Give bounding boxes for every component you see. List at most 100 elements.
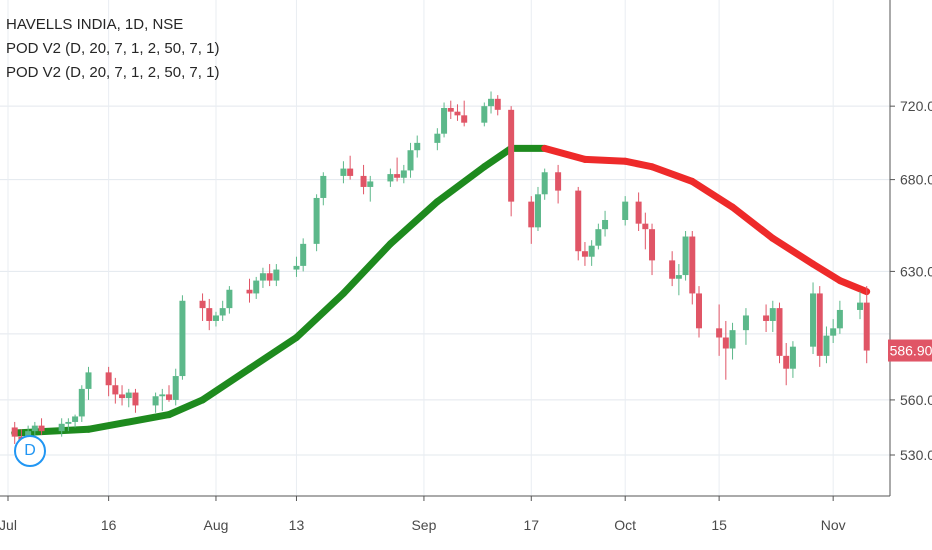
candle-body	[729, 330, 736, 349]
candle	[836, 300, 843, 334]
candle	[125, 388, 132, 408]
candle-body	[769, 308, 776, 321]
candle	[461, 100, 468, 127]
candle-body	[253, 280, 260, 294]
candle-body	[273, 269, 280, 281]
indicator-label-1[interactable]: POD V2 (D, 20, 7, 1, 2, 50, 7, 1)	[6, 40, 220, 57]
candle-body	[219, 308, 226, 316]
candle-body	[595, 229, 602, 246]
candle	[863, 286, 870, 364]
candle	[769, 300, 776, 332]
candle	[300, 238, 307, 272]
y-tick-label: 720.00	[900, 98, 932, 114]
candle-body	[72, 416, 79, 422]
candle-body	[112, 385, 119, 395]
candle-body	[776, 308, 783, 356]
candle-body	[58, 423, 65, 432]
candle	[488, 91, 495, 114]
candle	[434, 128, 441, 151]
candle	[219, 300, 226, 321]
candle	[179, 295, 186, 380]
candle-body	[675, 275, 682, 279]
candle	[534, 186, 541, 232]
candle	[159, 388, 166, 411]
candle-body	[400, 170, 407, 178]
candle	[259, 267, 266, 288]
candle-body	[38, 425, 45, 432]
candle-body	[159, 394, 166, 397]
candle-body	[320, 175, 327, 198]
candle	[313, 194, 320, 252]
candle	[65, 418, 72, 432]
candle-body	[682, 236, 689, 276]
candle-body	[226, 289, 233, 309]
candle-body	[508, 109, 515, 202]
candle	[555, 164, 562, 204]
candle-body	[581, 251, 588, 257]
x-tick-label: 16	[101, 517, 117, 533]
candle	[675, 264, 682, 296]
candle	[783, 343, 790, 386]
last-price-label: 586.90	[890, 343, 932, 359]
candle	[152, 392, 159, 413]
x-tick-label: 15	[711, 517, 727, 533]
candle	[407, 142, 414, 178]
symbol-title: HAVELLS INDIA, 1D, NSE	[6, 16, 184, 33]
candle-body	[857, 302, 863, 310]
candle	[642, 212, 649, 250]
candle	[78, 385, 85, 422]
indicator-label-2[interactable]: POD V2 (D, 20, 7, 1, 2, 50, 7, 1)	[6, 64, 220, 81]
candle	[394, 157, 401, 182]
candle	[347, 155, 354, 180]
candle	[810, 282, 817, 355]
candle	[360, 164, 367, 195]
candle-body	[132, 392, 139, 406]
candle-body	[716, 328, 723, 338]
candle	[400, 164, 407, 184]
y-tick-label: 530.00	[900, 447, 932, 463]
candle-body	[454, 111, 461, 116]
candle	[575, 186, 582, 261]
candle-body	[407, 150, 414, 171]
candle	[105, 366, 112, 397]
y-tick-label: 560.00	[900, 392, 932, 408]
ma-segment	[769, 234, 817, 268]
candle-body	[78, 388, 85, 417]
ma-segment	[836, 277, 871, 296]
candle	[763, 304, 770, 332]
candle	[581, 242, 588, 266]
ma-segment	[246, 333, 300, 373]
candle	[729, 322, 736, 360]
candle-body	[816, 293, 823, 356]
ma-segment	[621, 157, 656, 171]
candle-body	[830, 328, 837, 336]
ma-segment	[339, 240, 394, 297]
dividend-marker[interactable]: D	[14, 435, 46, 467]
y-tick-label: 630.00	[900, 263, 932, 279]
candle	[367, 175, 374, 202]
ma-segment	[433, 163, 488, 206]
candle-body	[212, 315, 219, 321]
ma-segment	[85, 411, 173, 433]
candle-body	[434, 133, 441, 143]
ma-segment	[648, 163, 696, 185]
candle-body	[313, 197, 320, 244]
moving-average-layer	[11, 144, 871, 437]
ma-segment	[688, 177, 737, 211]
candle-body	[642, 223, 649, 230]
candle	[541, 168, 548, 200]
last-price-badge	[888, 339, 932, 362]
candle	[112, 377, 119, 404]
candle	[622, 196, 629, 226]
chart-grid	[0, 0, 890, 496]
candle-body	[293, 265, 300, 270]
x-tick-label: 17	[523, 517, 539, 533]
candle-body	[119, 394, 126, 399]
candle	[454, 104, 461, 121]
x-tick-label: Nov	[821, 517, 846, 533]
candle	[508, 106, 515, 217]
candle	[387, 168, 394, 187]
ma-segment	[165, 396, 207, 419]
x-tick-label: Aug	[204, 517, 229, 533]
